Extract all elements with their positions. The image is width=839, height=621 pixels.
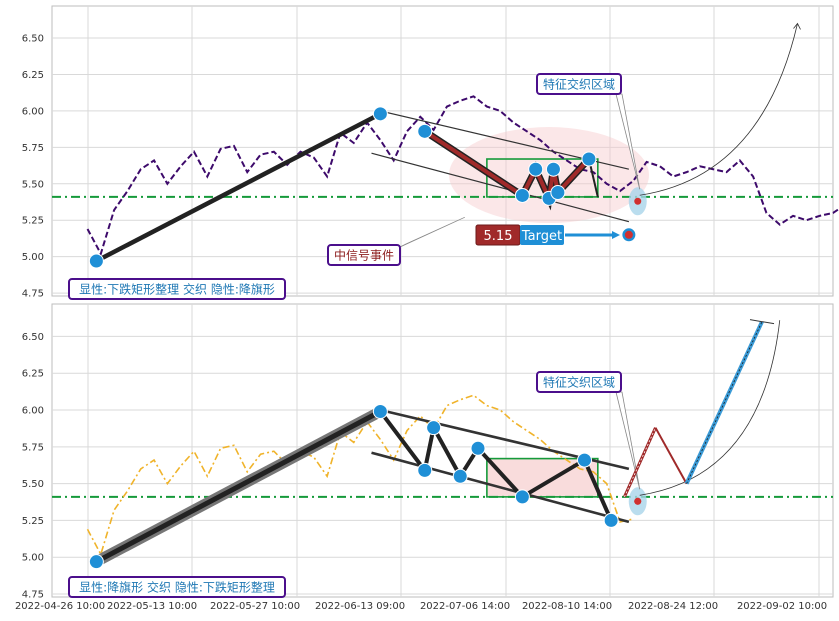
x-tick-label: 2022-05-13 10:00 xyxy=(107,601,197,612)
pivot-point xyxy=(515,490,529,504)
bottom-panel: 6.50 6.25 6.00 5.75 5.50 5.25 5.00 4.75 特征交织区域显性… xyxy=(22,304,833,601)
pivot-point xyxy=(89,254,103,268)
target-dot xyxy=(634,498,641,505)
feature-zone-dot xyxy=(634,198,641,205)
pivot-point xyxy=(471,441,485,455)
target-label-text: Target xyxy=(521,229,562,244)
y-tick-label: 4.75 xyxy=(22,289,44,300)
y-tick-label: 6.25 xyxy=(22,369,44,380)
pivot-point xyxy=(418,124,432,138)
pivot-point xyxy=(373,107,387,121)
y-tick-label: 6.50 xyxy=(22,332,44,343)
y-tick-label: 6.50 xyxy=(22,34,44,45)
pivot-point xyxy=(373,404,387,418)
x-tick-label: 2022-05-27 10:00 xyxy=(210,601,300,612)
pivot-point xyxy=(604,513,618,527)
pivot-point xyxy=(453,469,467,483)
target-value-text: 5.15 xyxy=(484,229,513,244)
top-panel: 6.50 6.25 6.00 5.75 5.50 5.25 5.00 4.75 特征交织区域显性… xyxy=(22,6,839,300)
y-tick-label: 6.00 xyxy=(22,406,44,417)
y-tick-label: 5.25 xyxy=(22,516,44,527)
x-tick-label: 2022-08-24 12:00 xyxy=(628,601,718,612)
x-tick-label: 2022-09-02 10:00 xyxy=(737,601,827,612)
zone-label: 特征交织区域 xyxy=(543,77,615,92)
pivot-point xyxy=(89,555,103,569)
y-tick-label: 5.00 xyxy=(22,553,44,564)
target-dot xyxy=(625,231,633,239)
plot-frame xyxy=(52,6,833,296)
y-tick-label: 6.25 xyxy=(22,70,44,81)
y-tick-label: 4.75 xyxy=(22,590,44,601)
pattern-label: 显性:下跌矩形整理 交织 隐性:降旗形 xyxy=(79,282,275,297)
y-tick-label: 5.75 xyxy=(22,442,44,453)
x-tick-label: 2022-06-13 09:00 xyxy=(315,601,405,612)
pivot-point xyxy=(582,152,596,166)
x-tick-label: 2022-08-10 14:00 xyxy=(522,601,612,612)
y-tick-label: 5.50 xyxy=(22,479,44,490)
y-tick-label: 5.00 xyxy=(22,252,44,263)
pivot-point xyxy=(418,463,432,477)
x-tick-label: 2022-04-26 10:00 xyxy=(15,601,105,612)
x-tick-label: 2022-07-06 14:00 xyxy=(420,601,510,612)
pivot-point xyxy=(427,421,441,435)
y-tick-label: 5.75 xyxy=(22,143,44,154)
y-tick-label: 5.25 xyxy=(22,216,44,227)
pivot-point xyxy=(546,162,560,176)
plot-frame xyxy=(52,304,833,597)
pattern-label: 显性:降旗形 交织 隐性:下跌矩形整理 xyxy=(79,580,275,595)
pivot-point xyxy=(515,188,529,202)
pivot-point xyxy=(578,453,592,467)
pivot-point xyxy=(529,162,543,176)
event-label: 中信号事件 xyxy=(334,248,394,263)
pivot-point xyxy=(551,186,565,200)
y-tick-label: 6.00 xyxy=(22,106,44,117)
y-tick-label: 5.50 xyxy=(22,179,44,190)
zone-label: 特征交织区域 xyxy=(543,375,615,390)
